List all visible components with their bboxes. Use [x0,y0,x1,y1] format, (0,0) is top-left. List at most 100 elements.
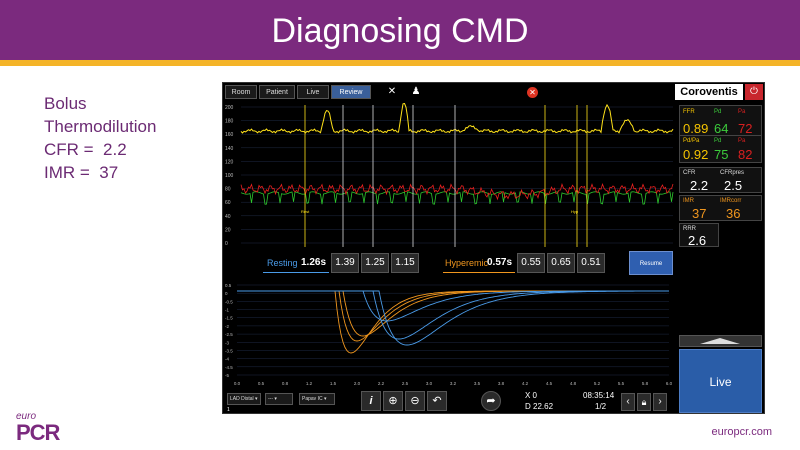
tab-review[interactable]: Review [331,85,371,99]
pa-trace [240,103,674,134]
pd-label: Pd [714,138,722,144]
x-tick-label: 6.0 [666,381,673,386]
x-tick-label: 5.5 [618,381,625,386]
hyperemic-value-3[interactable]: 0.51 [577,253,605,273]
lock-icon[interactable]: 🔒︎ [637,393,651,411]
y-tick-label: -3.5 [225,348,233,353]
y-tick-label: -4 [225,357,229,362]
brand-logo: Coroventis [675,84,743,100]
export-icon[interactable]: ➦ [481,391,501,411]
resting-value-2[interactable]: 1.25 [361,253,389,273]
x-tick-label: 1.5 [330,381,337,386]
pd-value: 64 [714,121,729,136]
x-tick-label: 4.2 [522,381,529,386]
imr-value: 37 [692,206,707,221]
resume-button[interactable]: Resume [629,251,673,275]
person-icon[interactable]: ♟ [411,86,421,97]
x-tick-label: 2.0 [354,381,361,386]
hyperemic-underline [443,272,515,273]
drug-dropdown[interactable]: Papav IC ▾ [299,393,335,405]
hyperemic-value-1[interactable]: 0.55 [517,253,545,273]
measurement-summary: Bolus Thermodilution CFR = 2.2 IMR = 37 [44,92,156,184]
y-tick-label: 140 [225,146,234,152]
summary-line: Bolus [44,94,87,113]
x-tick-label: 2.5 [402,381,409,386]
live-button[interactable]: Live [679,349,762,413]
y-tick-label: 80 [225,187,231,193]
resting-value-3[interactable]: 1.15 [391,253,419,273]
thermodilution-chart: 0.50-0.5-1-1.5-2-2.5-3-3.5-4-4.5-5 0.0 0.… [223,279,675,389]
europcr-logo: euro PCR [16,412,60,445]
vessel-dropdown[interactable]: LAD Distal ▾ [227,393,261,405]
tab-patient[interactable]: Patient [259,85,295,99]
x-tick-label: 0.0 [234,381,241,386]
y-tick-label: 0 [225,291,228,296]
slide-title: Diagnosing CMD [0,0,800,60]
tools-icon[interactable]: ✕ [387,86,397,97]
next-button[interactable]: › [653,393,667,411]
y-tick-label: 160 [225,132,234,138]
tab-live[interactable]: Live [297,85,329,99]
y-tick-label: 20 [225,227,231,233]
thermo-curves [237,290,670,354]
coroventis-screen: Room Patient Live Review ✕ ♟ ✕ Coroventi… [222,82,765,414]
scroll-handle[interactable] [679,335,762,347]
segment-dropdown[interactable]: --- ▾ [265,393,293,405]
imr-summary: IMR = 37 [44,163,119,182]
rest-marker: Rest [301,209,310,214]
power-icon[interactable]: ⏻ [745,84,763,100]
tab-room[interactable]: Room [225,85,257,99]
page-number: 1 [227,407,230,413]
resting-mean: 1.26s [301,257,327,268]
rrr-panel: RRR 2.6 [679,223,719,248]
y-tick-label: -5 [225,373,229,378]
zoom-out-icon[interactable]: ⊖ [405,391,425,411]
resting-value-1[interactable]: 1.39 [331,253,359,273]
imr-corr-value: 36 [726,206,741,221]
undo-icon[interactable]: ↶ [427,391,447,411]
hyp-marker: Hyp [571,209,579,214]
cfr-summary: CFR = 2.2 [44,140,127,159]
resting-label: Resting [267,258,298,268]
x-tick-label: 5.8 [642,381,649,386]
close-icon[interactable]: ✕ [527,87,538,98]
trace-grid [241,106,673,244]
rrr-label: RRR [683,226,696,232]
pdpa-value: 0.92 [683,147,709,162]
zoom-in-icon[interactable]: ⊕ [383,391,403,411]
pa-label: Pa [738,138,746,144]
y-tick-label: -2 [225,324,229,329]
info-icon[interactable]: i [361,391,381,411]
y-tick-label: 0 [225,241,228,247]
thermo-curve [237,290,670,346]
x-tick-label: 3.5 [474,381,481,386]
imr-panel: IMR IMRcorr 37 36 [679,195,762,221]
previous-button[interactable]: ‹ [621,393,635,411]
hyperemic-value-2[interactable]: 0.65 [547,253,575,273]
hyperemic-mean: 0.57s [487,257,513,268]
d-readout: D 22.62 [525,402,554,411]
ffr-value: 0.89 [683,121,709,136]
website-url: europcr.com [711,426,772,438]
y-tick-label: 180 [225,119,234,125]
cfr-pres-value: 2.5 [724,178,743,193]
ffr-label: FFR [683,109,695,115]
thermo-x-ticks: 0.0 0.5 0.8 1.2 1.5 2.0 2.2 2.5 3.0 3.2 3.5 3.8 4.2 4… [234,381,673,386]
y-tick-label: -1.5 [225,316,233,321]
x-tick-label: 0.5 [258,381,265,386]
x-tick-label: 2.2 [378,381,385,386]
time-readout: 08:35:14 [583,391,615,400]
y-tick-label: -4.5 [225,365,233,370]
y-tick-label: 40 [225,214,231,220]
pd-trace [240,182,674,201]
pa-value: 82 [738,147,753,162]
resting-underline [263,272,329,273]
rrr-value: 2.6 [688,233,707,248]
x-tick-label: 3.8 [498,381,505,386]
logo-pcr: PCR [16,420,60,445]
pdpa-panel: Pd/Pa Pd Pa 0.92 75 82 [679,135,762,163]
imr-corr-label: IMRcorr [720,198,742,204]
thermo-y-ticks: 0.5 0 -0.5 -1 -1.5 -2 -2.5 -3 -3.5 -4 -4.5 -5 [225,283,233,378]
hyperemic-label: Hyperemic [445,258,489,268]
